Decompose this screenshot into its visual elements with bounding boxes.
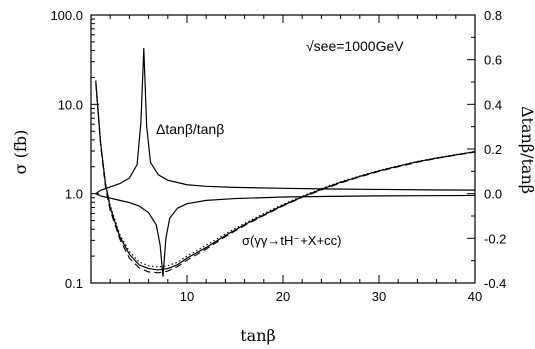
y-left-tick-label: 10.0 [58,97,83,112]
delta-annotation: Δtanβ/tanβ [156,121,224,137]
x-tick-label: 10 [180,289,194,304]
data-curves [95,47,476,277]
y-right-tick-label: 0.8 [484,8,502,23]
y-right-tick-label: 0.0 [484,187,502,202]
y-right-tick-label: -0.2 [484,231,506,246]
axis-ticks [90,14,476,284]
series-2-line [95,83,476,274]
x-tick-label: 40 [468,289,482,304]
y-right-tick-label: 0.4 [484,97,502,112]
y-right-tick-label: 0.2 [484,142,502,157]
x-tick-label: 30 [372,289,386,304]
y-left-tick-label: 100.0 [50,8,83,23]
x-axis-title: tanβ [240,326,276,345]
sigma-annotation: σ(γγ→tH⁻+X+cc) [242,233,341,248]
y-right-tick-label: 0.6 [484,53,502,68]
tick-labels: 10 20 30 40 0.1 1.0 10.0 100.0 -0.4 -0.2 0.0 0.2 0.4… [50,8,506,304]
y-right-axis-title: Δtanβ/tanβ [518,106,535,194]
series-4-line [95,47,476,195]
y-left-tick-label: 1.0 [65,187,83,202]
y-left-tick-label: 0.1 [65,276,83,291]
x-tick-label: 20 [276,289,290,304]
series-1-line [95,81,476,271]
y-right-tick-label: -0.4 [484,276,506,291]
energy-annotation: √see=1000GeV [306,38,404,54]
y-left-axis-title: σ (fb) [11,130,30,175]
series-5-line [95,193,476,277]
